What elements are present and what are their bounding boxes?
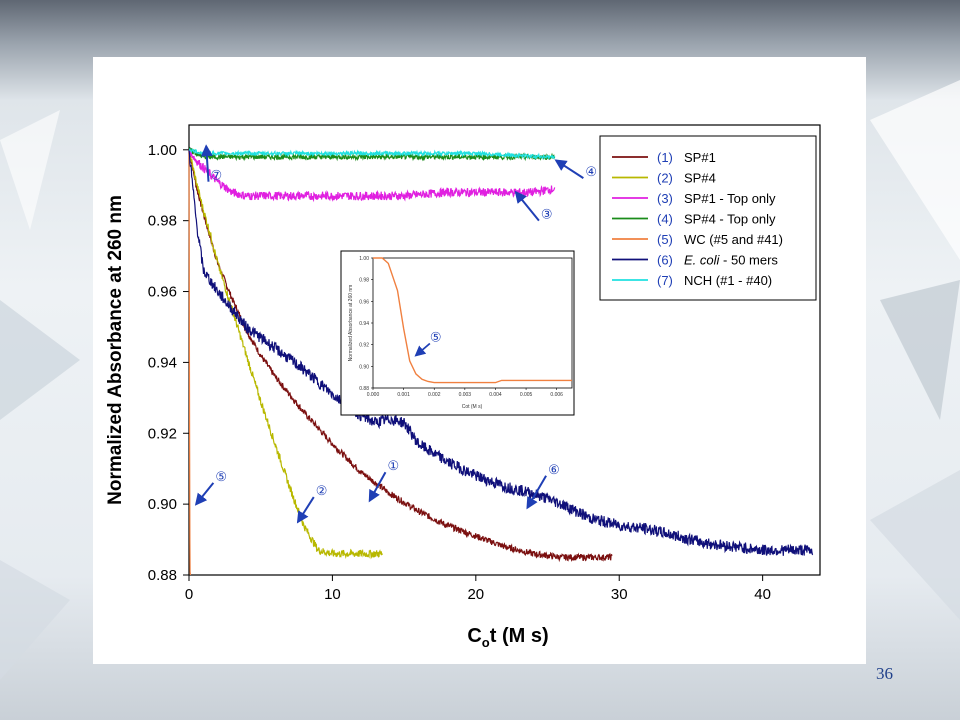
legend-number: (4) xyxy=(657,212,673,227)
inset-y-axis-title: Normalized Absorbance at 260 nm xyxy=(348,285,354,362)
inset-plot-area xyxy=(372,257,573,389)
inset-y-tick-label: 0.96 xyxy=(359,299,369,305)
series-line-6 xyxy=(188,149,814,556)
x-tick-label: 0 xyxy=(185,586,193,603)
y-tick-label: 1.00 xyxy=(148,142,177,159)
series-line-4 xyxy=(188,146,556,162)
legend-label: SP#4 xyxy=(684,171,716,186)
legend-number: (7) xyxy=(657,273,673,288)
x-tick-label: 40 xyxy=(754,586,771,603)
callout-label: ④ xyxy=(585,164,597,179)
y-tick-label: 0.98 xyxy=(148,213,177,230)
x-axis-title-sub: o xyxy=(482,635,490,650)
x-tick-label: 20 xyxy=(467,586,484,603)
inset-y-tick-label: 1.00 xyxy=(359,256,369,262)
callout-label: ⑥ xyxy=(548,462,560,477)
x-tick-label: 30 xyxy=(611,586,628,603)
series-line-7 xyxy=(188,147,556,161)
series-line-3 xyxy=(188,147,556,203)
inset-y-tick-label: 0.94 xyxy=(359,321,369,327)
legend-label: SP#4 - Top only xyxy=(684,212,776,227)
legend-label: WC (#5 and #41) xyxy=(684,232,783,247)
legend-label: SP#1 - Top only xyxy=(684,191,776,206)
callout-label: ① xyxy=(387,458,399,473)
series-line-2 xyxy=(188,149,384,560)
y-axis-title: Normalized Absorbance at 260 nm xyxy=(105,195,126,505)
callout-arrow xyxy=(200,144,213,182)
callout-arrow xyxy=(554,159,584,179)
inset-callout-arrow xyxy=(414,342,431,357)
legend-number: (1) xyxy=(657,150,673,165)
inset-chart: 0.000 0.001 0.002 0.003 0.004 0.005 0.006 0.88 0… xyxy=(340,250,575,416)
legend-label: NCH (#1 - #40) xyxy=(684,273,772,288)
slide-number: 36 xyxy=(876,664,893,683)
legend-label: SP#1 xyxy=(684,150,716,165)
inset-y-tick-label: 0.98 xyxy=(359,278,369,284)
callout-arrow xyxy=(194,482,215,506)
inset-series-line xyxy=(373,257,572,384)
callout-arrow xyxy=(296,496,315,524)
inset-callout-label: ⑤ xyxy=(430,330,442,345)
x-axis-title-rest: t (M s) xyxy=(490,625,549,647)
y-tick-label: 0.90 xyxy=(148,496,177,513)
legend-number: (2) xyxy=(657,171,673,186)
y-tick-label: 0.94 xyxy=(148,354,177,371)
x-tick-label: 10 xyxy=(324,586,341,603)
series-line-1 xyxy=(188,149,613,563)
legend-label: E. coli - 50 mers xyxy=(684,253,778,268)
callout-label: ⑤ xyxy=(215,469,227,484)
callout-layer: ⑦ ④ ③ ① ② ⑥ ⑤ xyxy=(194,144,597,524)
callout-label: ③ xyxy=(541,207,553,222)
series-layer xyxy=(188,146,814,576)
inset-x-tick-label: 0.002 xyxy=(428,392,441,398)
callout-label: ⑦ xyxy=(211,168,223,183)
y-axis: 0.88 0.90 0.92 0.94 0.96 0.98 1.00 xyxy=(148,142,189,584)
callout-arrow xyxy=(514,190,540,222)
inset-x-tick-label: 0.004 xyxy=(489,392,502,398)
inset-x-tick-label: 0.000 xyxy=(367,392,380,398)
y-tick-label: 0.88 xyxy=(148,567,177,584)
inset-x-tick-label: 0.005 xyxy=(520,392,533,398)
inset-x-tick-label: 0.001 xyxy=(397,392,410,398)
x-axis: 0 10 20 30 40 xyxy=(185,575,771,603)
y-tick-label: 0.96 xyxy=(148,284,177,301)
callout-arrow xyxy=(526,475,547,510)
legend-number: (5) xyxy=(657,232,673,247)
inset-y-tick-label: 0.92 xyxy=(359,343,369,349)
inset-x-axis-title: Cot (M s) xyxy=(462,404,483,410)
callout-label: ② xyxy=(316,483,328,498)
inset-x-tick-label: 0.003 xyxy=(459,392,472,398)
legend: (1) SP#1 (2) SP#4 (3) SP#1 - Top only (4) SP#4 … xyxy=(599,135,817,301)
series-line-5 xyxy=(188,149,191,576)
inset-y-tick-label: 0.90 xyxy=(359,364,369,370)
callout-arrow xyxy=(368,471,387,503)
x-axis-title-main: C xyxy=(467,625,481,647)
y-tick-label: 0.92 xyxy=(148,425,177,442)
inset-x-tick-label: 0.006 xyxy=(550,392,563,398)
legend-number: (6) xyxy=(657,253,673,268)
legend-number: (3) xyxy=(657,191,673,206)
inset-y-tick-label: 0.88 xyxy=(359,386,369,392)
x-axis-title: Cot (M s) xyxy=(467,625,548,650)
